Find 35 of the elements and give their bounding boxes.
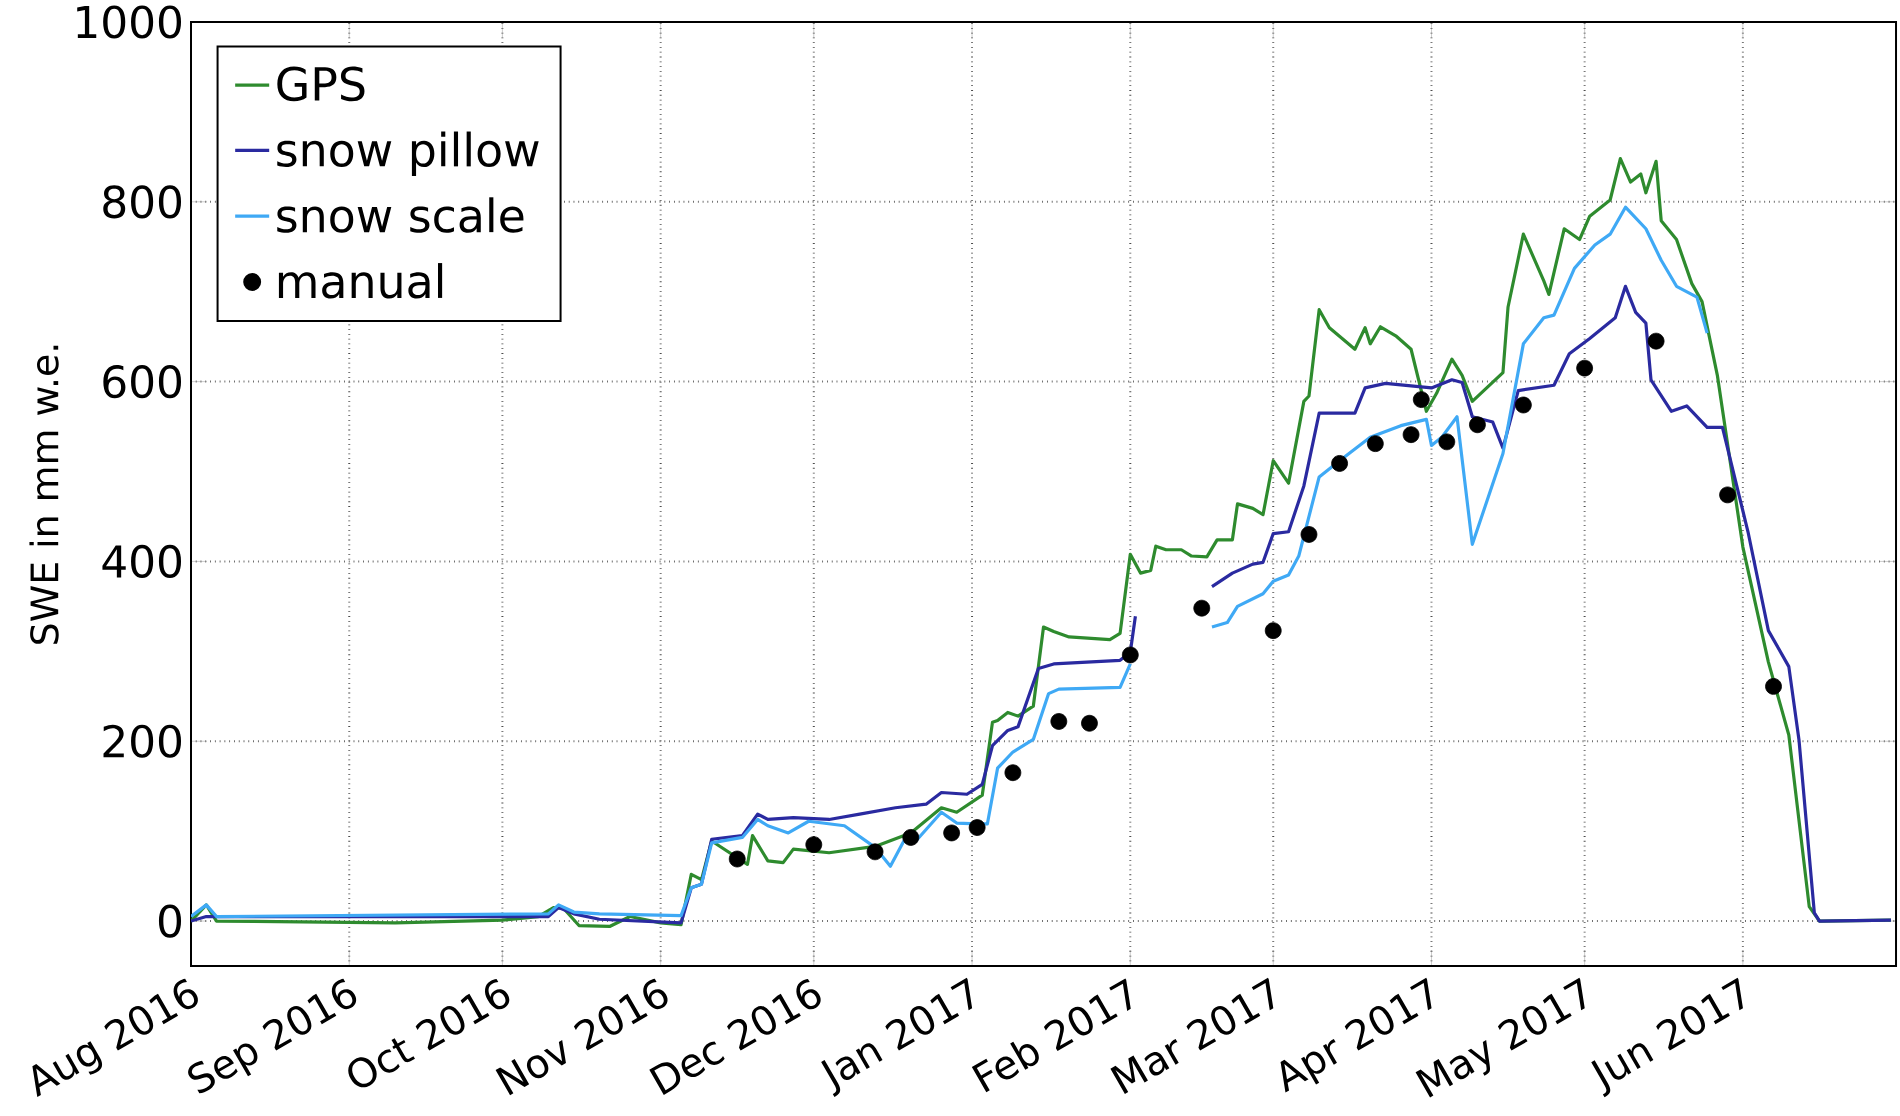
point bbox=[1366, 435, 1384, 453]
point bbox=[1004, 764, 1022, 782]
point bbox=[1121, 646, 1139, 664]
legend-label: manual bbox=[278, 263, 443, 299]
y-tick-label: 200 bbox=[103, 724, 182, 758]
y-tick-label: 400 bbox=[102, 544, 182, 579]
point bbox=[1412, 391, 1430, 408]
point bbox=[1469, 416, 1486, 434]
point bbox=[1765, 678, 1782, 695]
point bbox=[1300, 526, 1318, 543]
point bbox=[1081, 714, 1098, 732]
legend-label: GPS bbox=[277, 66, 365, 102]
point bbox=[805, 836, 823, 853]
legend-label: snow scale bbox=[277, 197, 524, 233]
point bbox=[1647, 332, 1665, 350]
point bbox=[1193, 599, 1211, 617]
point bbox=[1050, 713, 1068, 730]
point bbox=[1264, 622, 1282, 640]
point bbox=[968, 819, 986, 836]
point bbox=[1576, 359, 1593, 377]
point bbox=[1331, 455, 1348, 472]
point bbox=[943, 824, 960, 842]
y-axis-title: SWE in mm w.e. bbox=[29, 345, 59, 644]
y-tick-label: 800 bbox=[103, 185, 182, 219]
point bbox=[1719, 486, 1736, 504]
point bbox=[1402, 426, 1420, 444]
legend-label: snow pillow bbox=[277, 131, 539, 176]
point bbox=[1438, 433, 1456, 451]
y-tick-label: 600 bbox=[103, 365, 182, 399]
point bbox=[866, 843, 884, 861]
point bbox=[902, 829, 920, 846]
point bbox=[1515, 396, 1532, 414]
y-tick-label: 1000 bbox=[77, 5, 182, 39]
point bbox=[728, 850, 746, 868]
y-tick-label: 0 bbox=[158, 904, 182, 938]
